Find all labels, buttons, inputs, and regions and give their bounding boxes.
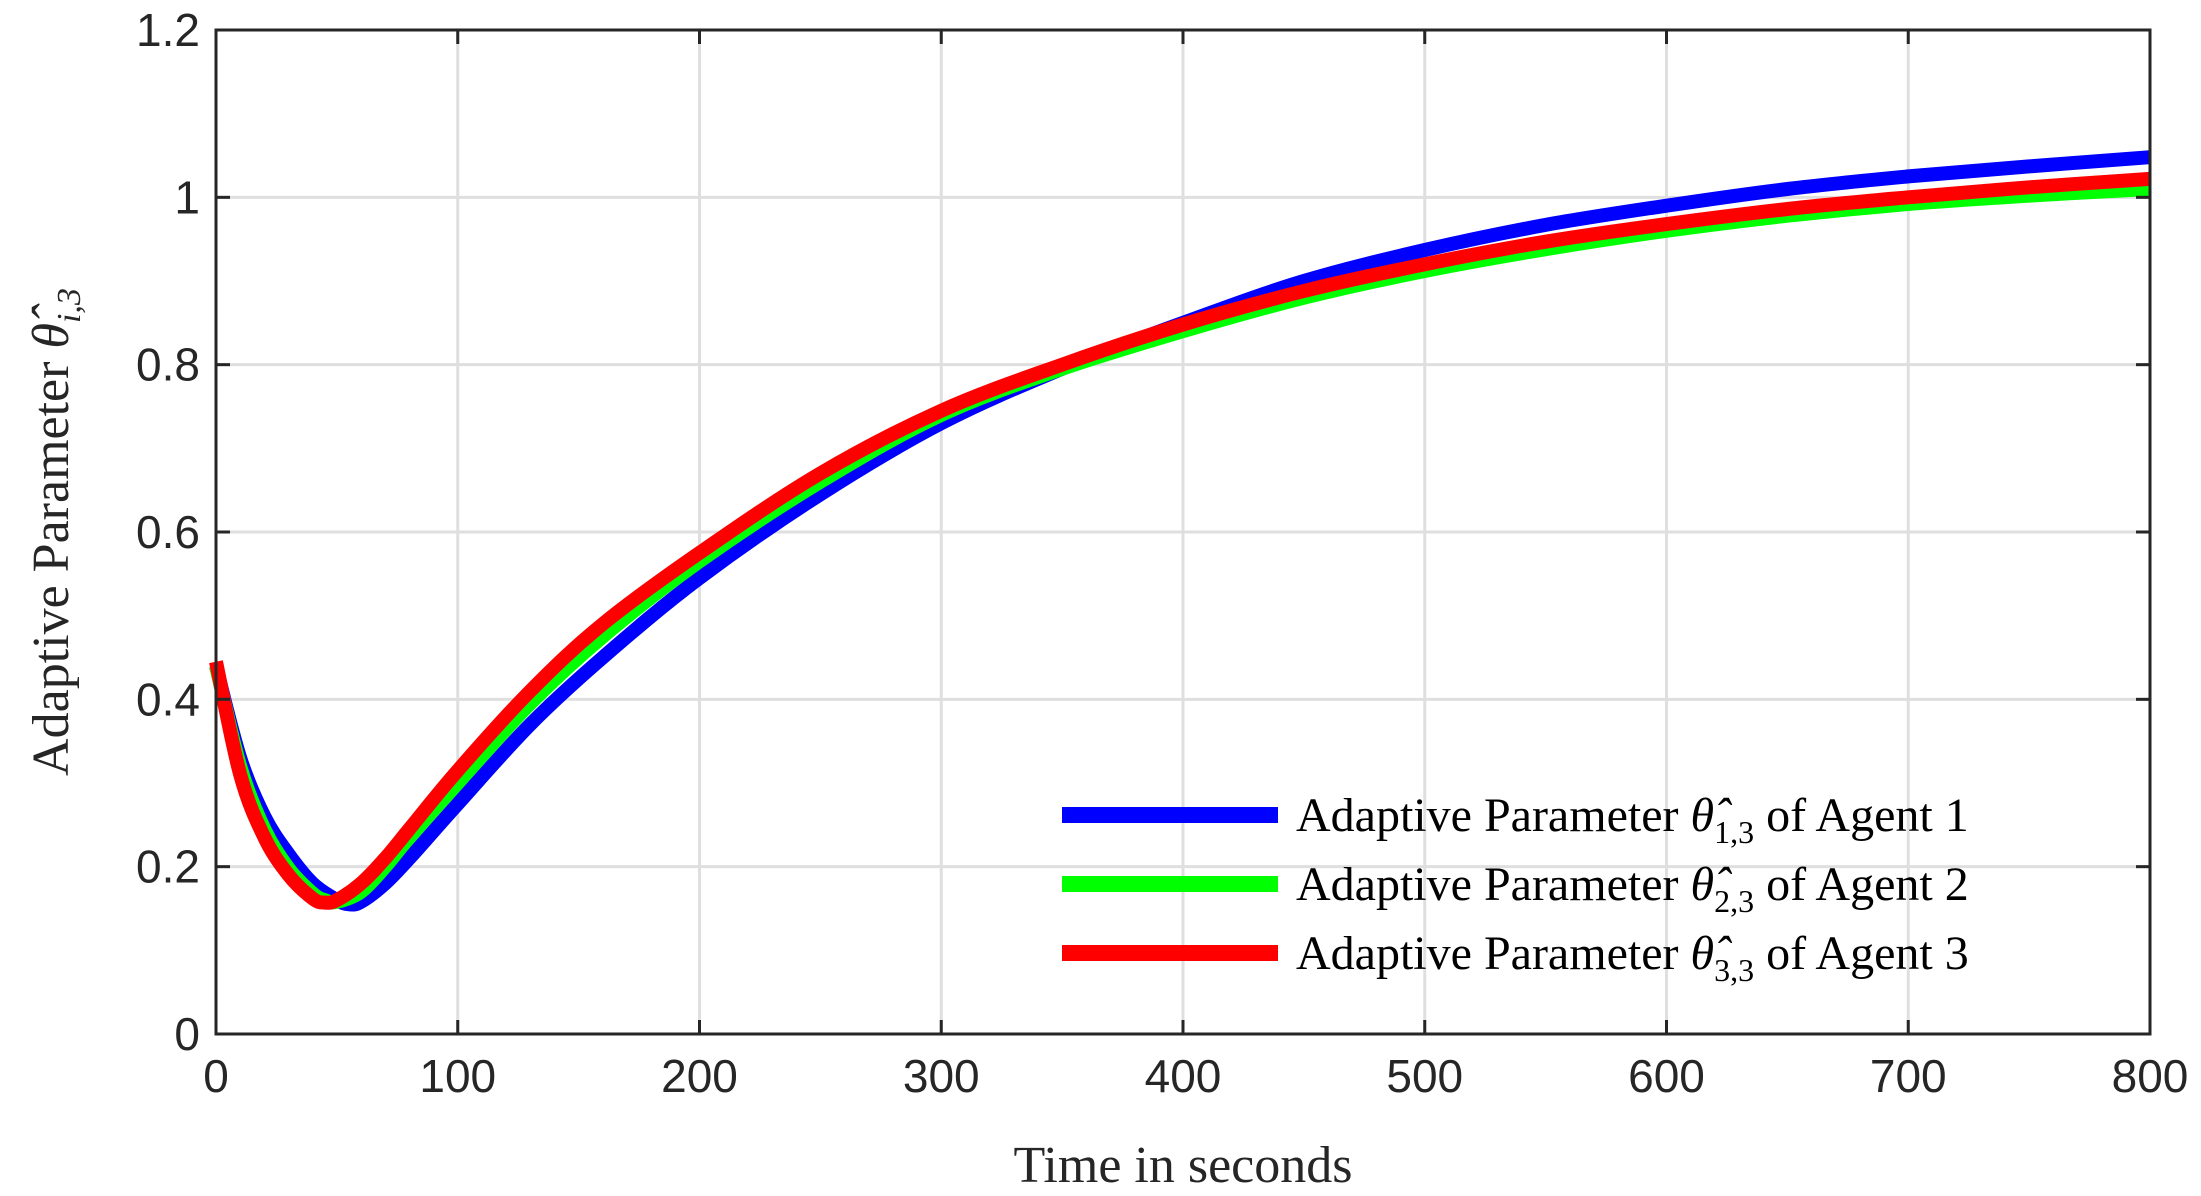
- x-tick-label: 200: [661, 1050, 738, 1102]
- x-tick-label: 300: [903, 1050, 980, 1102]
- x-tick-label: 0: [203, 1050, 229, 1102]
- y-tick-label: 0.8: [136, 339, 200, 391]
- y-axis-title: Adaptive Parameter θ̂i,3: [23, 288, 88, 776]
- x-tick-label: 100: [419, 1050, 496, 1102]
- x-tick-label: 400: [1145, 1050, 1222, 1102]
- y-tick-label: 1: [174, 171, 200, 223]
- ticks: [214, 28, 2152, 1036]
- x-tick-label: 800: [2112, 1050, 2189, 1102]
- series-line-agent-3: [209, 171, 2151, 910]
- legend-label-agent-3: Adaptive Parameter θ̂3,3 of Agent 3: [1296, 927, 1969, 988]
- legend: Adaptive Parameter θ̂1,3 of Agent 1 Adapt…: [1062, 789, 1969, 988]
- y-tick-label: 0.2: [136, 841, 200, 893]
- y-tick-label: 0.6: [136, 506, 200, 558]
- y-axis-title-prefix: Adaptive Parameter: [23, 349, 80, 776]
- series-layer: [209, 150, 2151, 912]
- x-tick-label: 600: [1628, 1050, 1705, 1102]
- x-tick-label: 500: [1386, 1050, 1463, 1102]
- tick-labels: 0 100 200 300 400 500 600 700 800 0 0.2 0.4 0.6 0.8 1 1…: [136, 4, 2188, 1102]
- legend-label-agent-2: Adaptive Parameter θ̂2,3 of Agent 2: [1296, 858, 1969, 919]
- x-tick-label: 700: [1870, 1050, 1947, 1102]
- x-axis-title: Time in seconds: [1014, 1137, 1353, 1194]
- legend-label-agent-1: Adaptive Parameter θ̂1,3 of Agent 1: [1296, 789, 1969, 850]
- y-tick-label: 1.2: [136, 4, 200, 56]
- y-tick-label: 0.4: [136, 673, 200, 725]
- y-axis-title-subscript: i,3: [51, 288, 88, 323]
- y-tick-label: 0: [174, 1008, 200, 1060]
